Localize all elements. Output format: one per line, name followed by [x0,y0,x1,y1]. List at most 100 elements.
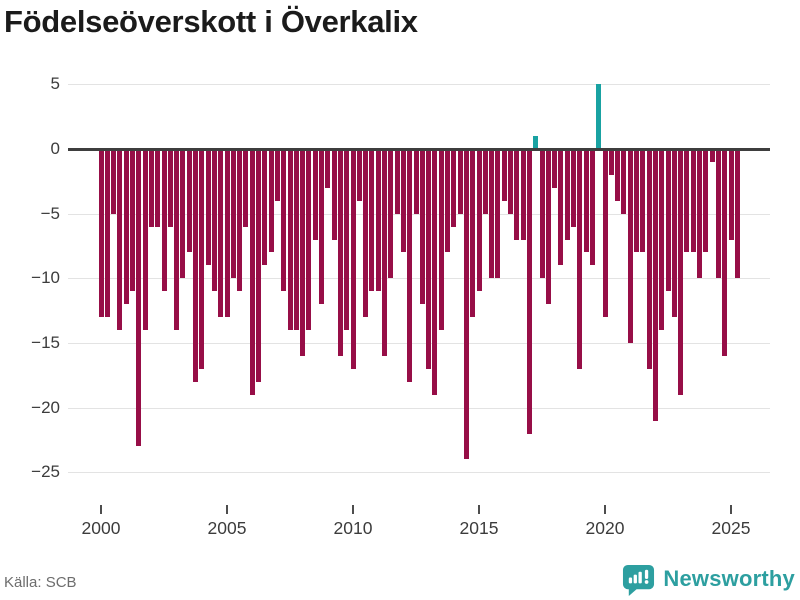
bar-2006-Q2 [256,149,261,382]
bar-2021-Q1 [627,149,633,343]
bar-2001-Q2 [130,149,135,292]
bar-2020-Q2 [608,149,614,175]
bar-2019-Q3 [589,149,595,266]
bar-2005-Q1 [224,149,230,318]
bar-2019-Q4 [596,84,602,149]
bar-2022-Q2 [659,149,665,330]
bar-2022-Q3 [665,149,671,292]
x-axis-tick [730,505,732,514]
bar-2011-Q1 [375,149,381,292]
y-gridline [68,84,770,86]
bar-2013-Q3 [438,149,444,330]
newsworthy-icon [623,564,655,596]
bar-2011-Q4 [394,149,400,214]
bar-2013-Q2 [432,149,438,395]
bar-2012-Q2 [407,149,413,382]
bar-2022-Q4 [671,149,677,318]
bar-2007-Q1 [274,149,280,201]
bar-2018-Q2 [558,149,564,266]
source-note: Källa: SCB [4,574,77,591]
bar-2019-Q1 [577,149,583,369]
x-axis-tick [352,505,354,514]
bar-2018-Q3 [564,149,570,240]
bar-2008-Q1 [300,149,306,356]
chart-title: Födelseöverskott i Överkalix [4,4,418,39]
bar-2006-Q1 [249,149,255,395]
x-axis-tick-label: 2000 [81,518,121,538]
bar-2024-Q4 [722,149,728,356]
bar-2009-Q4 [344,149,350,330]
bar-2010-Q1 [350,149,356,369]
bar-2004-Q3 [211,149,217,292]
x-axis-tick-label: 2005 [207,518,247,538]
y-axis-tick-label: −10 [31,268,60,288]
bar-2018-Q1 [552,149,558,188]
x-axis-tick [100,505,102,514]
bar-2022-Q1 [652,149,658,421]
bar-2000-Q4 [117,149,123,330]
bar-2005-Q3 [237,149,243,292]
bar-2012-Q1 [400,149,406,253]
zero-axis-line [68,147,770,151]
bar-2015-Q2 [482,149,488,214]
bar-2024-Q2 [709,149,715,162]
bar-2003-Q4 [193,149,198,382]
bar-2023-Q1 [678,149,684,395]
bar-2008-Q2 [306,149,312,330]
y-gridline [68,407,770,409]
bar-2014-Q3 [463,149,469,460]
bar-2021-Q2 [634,149,639,253]
bar-2000-Q3 [111,149,117,214]
y-axis-tick-label: −5 [40,203,60,223]
bar-2010-Q2 [356,149,362,201]
bar-2005-Q2 [230,149,236,279]
y-axis-tick-label: −20 [31,397,60,417]
bar-2019-Q2 [583,149,589,253]
bar-2024-Q3 [715,149,721,279]
bar-2017-Q4 [545,149,551,305]
bar-2020-Q4 [621,149,627,214]
bar-2000-Q2 [104,149,110,318]
bar-2015-Q4 [495,149,501,279]
bar-2025-Q1 [728,149,734,240]
bar-2015-Q3 [489,149,495,279]
bar-2021-Q4 [646,149,652,369]
bar-2009-Q1 [325,149,331,188]
y-axis-tick-label: 5 [50,74,60,94]
bar-2016-Q2 [508,149,513,214]
newsworthy-logo[interactable]: Newsworthy [622,562,795,596]
y-axis-tick-label: −15 [31,332,60,352]
y-axis-tick-label: 0 [50,139,60,158]
bar-2011-Q3 [388,149,394,279]
bar-2013-Q4 [445,149,450,253]
bar-2014-Q2 [457,149,463,214]
bar-2014-Q1 [451,149,457,227]
x-axis-tick-label: 2020 [585,518,625,538]
newsworthy-wordmark: Newsworthy [663,566,795,591]
bar-2002-Q2 [155,149,161,227]
bar-2002-Q1 [148,149,154,227]
bar-2001-Q3 [136,149,142,447]
bar-2008-Q4 [319,149,324,305]
bar-2023-Q4 [697,149,702,279]
bar-2013-Q1 [426,149,432,369]
x-axis-tick-label: 2015 [459,518,499,538]
bar-2020-Q1 [602,149,608,318]
bar-2003-Q1 [174,149,180,330]
bar-2023-Q3 [690,149,696,253]
bar-2011-Q2 [382,149,387,356]
bar-2002-Q4 [167,149,173,227]
bar-2016-Q3 [514,149,520,240]
bar-2012-Q4 [419,149,425,305]
bar-2003-Q2 [180,149,186,279]
bar-2017-Q2 [533,136,539,149]
bar-2016-Q4 [520,149,526,240]
bar-2010-Q4 [369,149,375,292]
bar-2008-Q3 [312,149,318,240]
bar-2020-Q3 [615,149,621,201]
bar-2024-Q1 [703,149,709,253]
bar-2009-Q3 [337,149,343,356]
bar-2025-Q2 [734,149,740,279]
